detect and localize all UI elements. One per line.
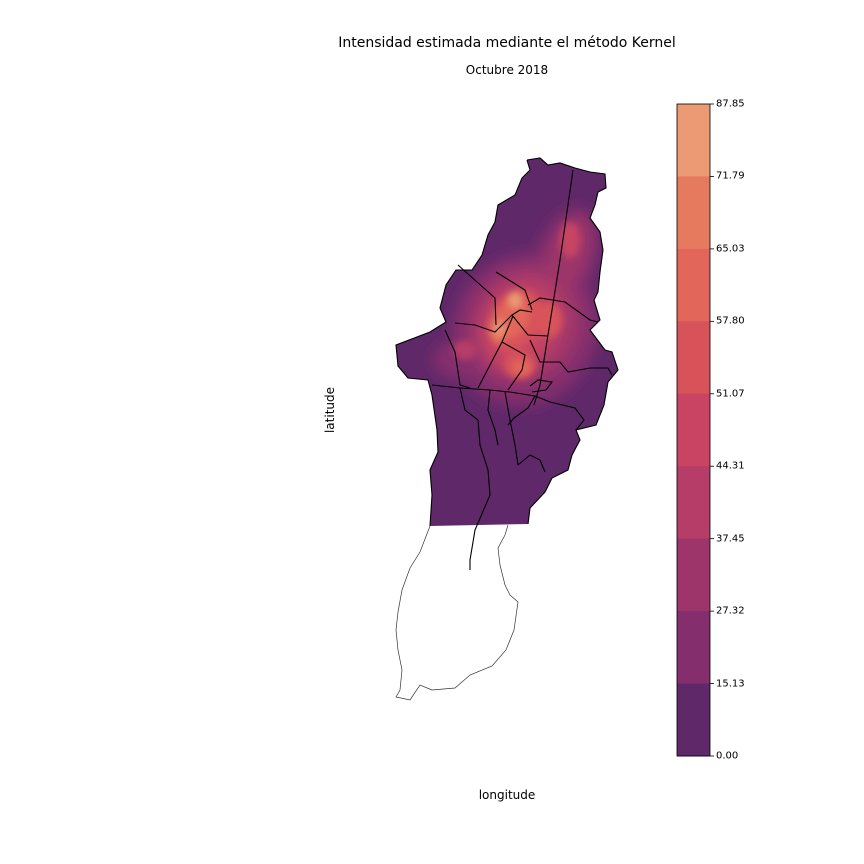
colorbar-band [677, 611, 710, 685]
colorbar-band [677, 683, 710, 757]
colorbar [676, 103, 714, 757]
colorbar-tick-label: 57.80 [716, 315, 745, 327]
colorbar-band [677, 466, 710, 540]
colorbar-tick-label: 27.32 [716, 605, 745, 617]
colorbar-band [677, 248, 710, 322]
colorbar-tick-label: 87.85 [716, 98, 745, 110]
colorbar-band [677, 104, 710, 177]
rural-area-outline [395, 524, 519, 701]
colorbar-tick-label: 44.31 [716, 460, 745, 472]
colorbar-tick-label: 0.00 [716, 750, 739, 762]
colorbar-tick-label: 71.79 [716, 170, 745, 182]
colorbar-tick-label: 15.13 [716, 678, 745, 690]
x-axis-label: longitude [478, 788, 536, 802]
colorbar-band [677, 321, 710, 395]
colorbar-tick-label: 51.07 [716, 388, 745, 400]
colorbar-tick-label: 37.45 [716, 533, 745, 545]
map-title: Intensidad estimada mediante el método K… [338, 35, 676, 51]
colorbar-tick-label: 65.03 [716, 243, 745, 255]
colorbar-band [677, 538, 710, 612]
colorbar-band [677, 393, 710, 467]
colorbar-band [677, 176, 710, 250]
density-hotspots [432, 207, 599, 407]
map-subtitle: Octubre 2018 [465, 63, 549, 77]
locality-boundaries [395, 157, 619, 570]
colorbar-frame [676, 103, 711, 757]
